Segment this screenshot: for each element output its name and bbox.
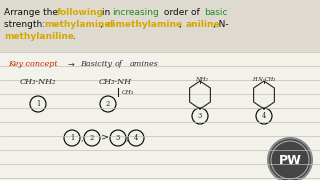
- Text: PW: PW: [279, 154, 301, 166]
- Text: 3: 3: [198, 112, 202, 120]
- Text: methylamine: methylamine: [44, 20, 111, 29]
- Text: order of: order of: [161, 8, 203, 17]
- Text: NH₂: NH₂: [196, 77, 208, 82]
- Text: 3: 3: [116, 134, 120, 142]
- Text: CH₃-NH₂: CH₃-NH₂: [20, 78, 56, 86]
- Text: methylaniline: methylaniline: [4, 32, 74, 41]
- Text: amines: amines: [130, 60, 159, 68]
- Text: 2: 2: [106, 100, 110, 108]
- Text: ,: ,: [126, 134, 129, 142]
- Text: Key concept: Key concept: [8, 60, 58, 68]
- Text: ,: ,: [179, 20, 185, 29]
- Text: CH₃-NH: CH₃-NH: [99, 78, 132, 86]
- Text: dimethylamine: dimethylamine: [107, 20, 183, 29]
- Circle shape: [268, 138, 312, 180]
- Text: , N-: , N-: [213, 20, 228, 29]
- Text: 2: 2: [90, 134, 94, 142]
- Text: >: >: [101, 134, 109, 143]
- Text: H N-CH₃: H N-CH₃: [252, 77, 276, 82]
- Text: 4: 4: [262, 112, 266, 120]
- Text: aniline: aniline: [186, 20, 220, 29]
- Text: 1: 1: [36, 100, 40, 108]
- Text: ,: ,: [100, 20, 106, 29]
- FancyBboxPatch shape: [0, 0, 320, 52]
- Text: Basicity: Basicity: [80, 60, 112, 68]
- Text: →: →: [68, 60, 75, 69]
- Text: ,: ,: [81, 134, 84, 142]
- Text: increasing: increasing: [112, 8, 159, 17]
- Text: in: in: [99, 8, 113, 17]
- Text: of: of: [115, 60, 123, 68]
- Text: basic: basic: [204, 8, 228, 17]
- Text: .: .: [73, 32, 76, 41]
- Text: 1: 1: [70, 134, 74, 142]
- Text: strength:: strength:: [4, 20, 48, 29]
- Text: CH₃: CH₃: [122, 90, 134, 95]
- Text: following: following: [57, 8, 104, 17]
- Text: Arrange the: Arrange the: [4, 8, 61, 17]
- Text: 4: 4: [134, 134, 138, 142]
